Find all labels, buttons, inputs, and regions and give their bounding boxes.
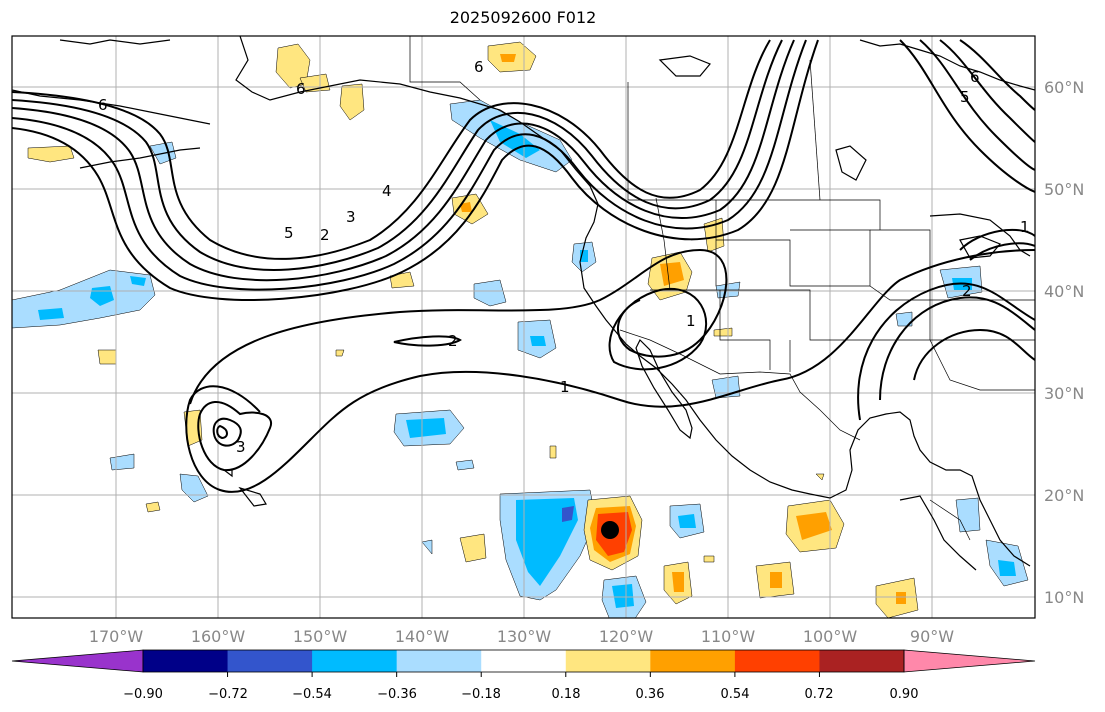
contour-label: 6 [970, 68, 980, 86]
lat-label: 30°N [1044, 384, 1084, 403]
colorbar-tick-labels: −0.90 −0.72 −0.54 −0.36 −0.18 0.18 0.36 … [123, 687, 918, 702]
contour-lines [12, 39, 1035, 493]
contour-label: 5 [284, 224, 294, 242]
colorbar-tick-label: 0.90 [890, 687, 919, 702]
colorbar-tick-label: −0.72 [208, 687, 248, 702]
lon-label: 110°W [701, 627, 756, 646]
contour-label: 6 [98, 96, 108, 114]
colorbar-segment [734, 650, 820, 672]
graticule [12, 36, 1035, 618]
lon-label: 140°W [395, 627, 450, 646]
colorbar-tick-label: 0.36 [636, 687, 665, 702]
lon-label: 130°W [497, 627, 552, 646]
contour-label: 3 [346, 208, 356, 226]
colorbar-tick-label: −0.18 [461, 687, 501, 702]
shaded-field [12, 41, 1029, 618]
lat-label: 40°N [1044, 282, 1084, 301]
political-borders [409, 36, 1035, 541]
colorbar-segment [143, 650, 229, 672]
colorbar-segment [481, 650, 567, 672]
latitude-labels: 60°N 50°N 40°N 30°N 20°N 10°N [1044, 78, 1084, 607]
colorbar-frame [142, 649, 905, 673]
map-title: 2025092600 F012 [449, 8, 597, 27]
contour-label: 1 [560, 378, 570, 396]
contour-label: 2 [320, 226, 330, 244]
lat-label: 20°N [1044, 486, 1084, 505]
lon-label: 90°W [910, 627, 954, 646]
contour-label: 3 [236, 438, 246, 456]
contour-label: 2 [448, 332, 458, 350]
contour-label: 5 [960, 88, 970, 106]
colorbar-tick-label: 0.18 [552, 687, 581, 702]
colorbar-segment [396, 650, 482, 672]
contour-label: 2 [962, 282, 972, 300]
contour-label: 1 [1020, 218, 1030, 236]
storm-center-marker [601, 521, 619, 539]
colorbar-segment [819, 650, 905, 672]
colorbar-tick-label: −0.54 [292, 687, 332, 702]
map-area: 6 6 6 5 4 3 2 2 1 1 3 2 1 5 6 [12, 36, 1035, 618]
colorbar-segment [565, 650, 651, 672]
coastlines [12, 36, 1035, 571]
contour-label: 6 [474, 58, 484, 76]
colorbar-segment [227, 650, 313, 672]
map-frame [11, 35, 1036, 619]
colorbar [11, 649, 1036, 677]
lon-label: 150°W [293, 627, 348, 646]
colorbar-segment [650, 650, 736, 672]
colorbar-segment [312, 650, 398, 672]
lat-label: 50°N [1044, 180, 1084, 199]
lon-label: 170°W [89, 627, 144, 646]
lon-label: 160°W [191, 627, 246, 646]
contour-label: 6 [296, 80, 306, 98]
colorbar-tick-label: −0.36 [377, 687, 417, 702]
longitude-labels: 170°W 160°W 150°W 140°W 130°W 120°W 110°… [89, 627, 954, 646]
contour-labels: 6 6 6 5 4 3 2 2 1 1 3 2 1 5 6 [98, 58, 1030, 456]
lon-label: 120°W [599, 627, 654, 646]
colorbar-tick-label: −0.90 [123, 687, 163, 702]
colorbar-extend-min [11, 649, 144, 673]
colorbar-tick-label: 0.54 [721, 687, 750, 702]
lat-label: 10°N [1044, 588, 1084, 607]
colorbar-tick-label: 0.72 [805, 687, 834, 702]
lon-label: 100°W [803, 627, 858, 646]
contour-label: 1 [686, 312, 696, 330]
lat-label: 60°N [1044, 78, 1084, 97]
colorbar-extend-max [903, 649, 1036, 673]
contour-label: 4 [382, 182, 392, 200]
